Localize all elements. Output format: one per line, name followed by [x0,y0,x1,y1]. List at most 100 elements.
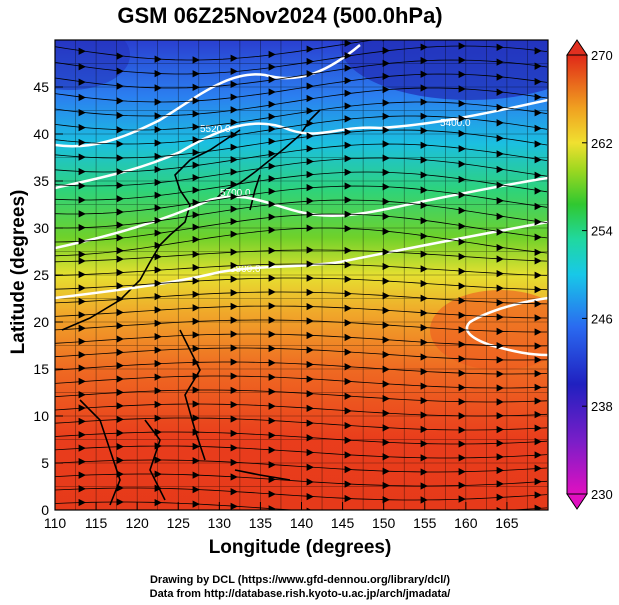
x-tick-label: 155 [413,515,437,531]
flow-arrow [268,246,276,255]
flow-arrow [306,346,314,354]
flow-arrow [154,112,162,120]
flow-arrow [154,346,162,354]
coastlines [61,109,321,506]
flow-arrow [268,150,276,158]
flow-arrow [382,336,390,344]
flow-arrow [344,304,352,312]
flow-arrow [192,400,200,408]
flow-arrow [192,372,200,380]
flow-arrow [534,356,542,364]
x-tick-label: 110 [44,515,67,531]
flow-arrow [382,277,390,285]
colorbar-tick-label: 238 [591,399,613,414]
flow-arrow [458,42,466,50]
flow-arrow [344,154,352,163]
flow-arrow [268,373,276,381]
flow-arrow [268,446,276,454]
flow-arrow [268,344,276,353]
flow-arrow [458,412,466,420]
flow-arrow [534,410,542,419]
flow-arrow [192,457,200,465]
flow-arrow [192,358,200,366]
flow-arrow [534,342,542,350]
flow-arrow [154,470,162,478]
flow-arrow [382,481,390,490]
flow-arrow [420,201,428,209]
y-tick-label: 45 [33,79,49,95]
flow-arrow [420,171,428,179]
flow-arrow [306,119,314,128]
flow-arrow [306,448,314,457]
flow-arrow [420,141,428,149]
flow-arrow [154,165,162,174]
flow-arrow [154,266,162,274]
flow-arrow [192,97,200,105]
flow-arrow [230,131,238,139]
x-tick-label: 160 [454,515,478,531]
flow-arrow [78,324,86,332]
flow-arrow [78,108,86,117]
flow-arrow [458,85,466,93]
flow-arrow [382,365,390,373]
flow-arrow [496,480,504,488]
flow-arrow [496,197,504,205]
flow-arrow [382,409,390,417]
flow-arrow [420,496,428,504]
colorbar-max-arrow [566,39,588,56]
flow-arrow [192,386,200,394]
flow-arrow [116,268,124,277]
flow-arrow [230,344,238,352]
flow-arrow [230,400,238,409]
flow-arrow [534,383,542,392]
flow-arrow [496,228,504,236]
flow-arrow [268,50,276,59]
flow-arrow [154,428,162,436]
flow-arrow [192,110,200,118]
flow-arrow [154,484,162,492]
flow-arrow [154,229,162,237]
flow-arrow [154,333,162,341]
flow-arrow [192,211,200,219]
flow-arrow [78,153,86,161]
flow-arrow [458,160,466,168]
flow-arrow [344,465,352,474]
flow-arrow [230,289,238,297]
y-tick-label: 15 [33,361,49,377]
flow-arrow [116,484,124,492]
flow-arrow [496,342,504,350]
flow-arrow [458,440,466,448]
flow-arrow [78,138,86,147]
flow-arrow [420,338,428,347]
y-tick-label: 35 [33,173,49,189]
flow-arrow [382,380,390,388]
flow-arrow [116,308,124,317]
flow-arrow [154,55,162,63]
flow-arrow [268,187,276,196]
flow-arrow [496,439,504,447]
flow-arrow [192,344,200,353]
flow-arrow [116,221,124,229]
flow-arrow [230,192,238,201]
flow-arrow [230,54,238,62]
flow-arrow [306,360,314,369]
flow-arrow [344,333,352,342]
x-tick-label: 130 [208,515,232,531]
flow-arrow [382,438,390,447]
flow-arrow [420,382,428,390]
flow-arrow [154,442,162,450]
flow-arrow [534,451,542,459]
flow-arrow [230,488,238,496]
flow-arrow [78,351,86,359]
flow-arrow [534,218,542,226]
flow-arrow [496,165,504,174]
flow-arrow [116,282,124,290]
flow-arrow [78,93,86,102]
flow-arrow [420,186,428,194]
flow-arrow [116,247,124,255]
flow-arrow [420,440,428,448]
flow-arrow [192,174,200,182]
flow-arrow [534,140,542,148]
contour-label-3: 5700.0 [220,188,251,199]
flow-arrow [382,350,390,359]
